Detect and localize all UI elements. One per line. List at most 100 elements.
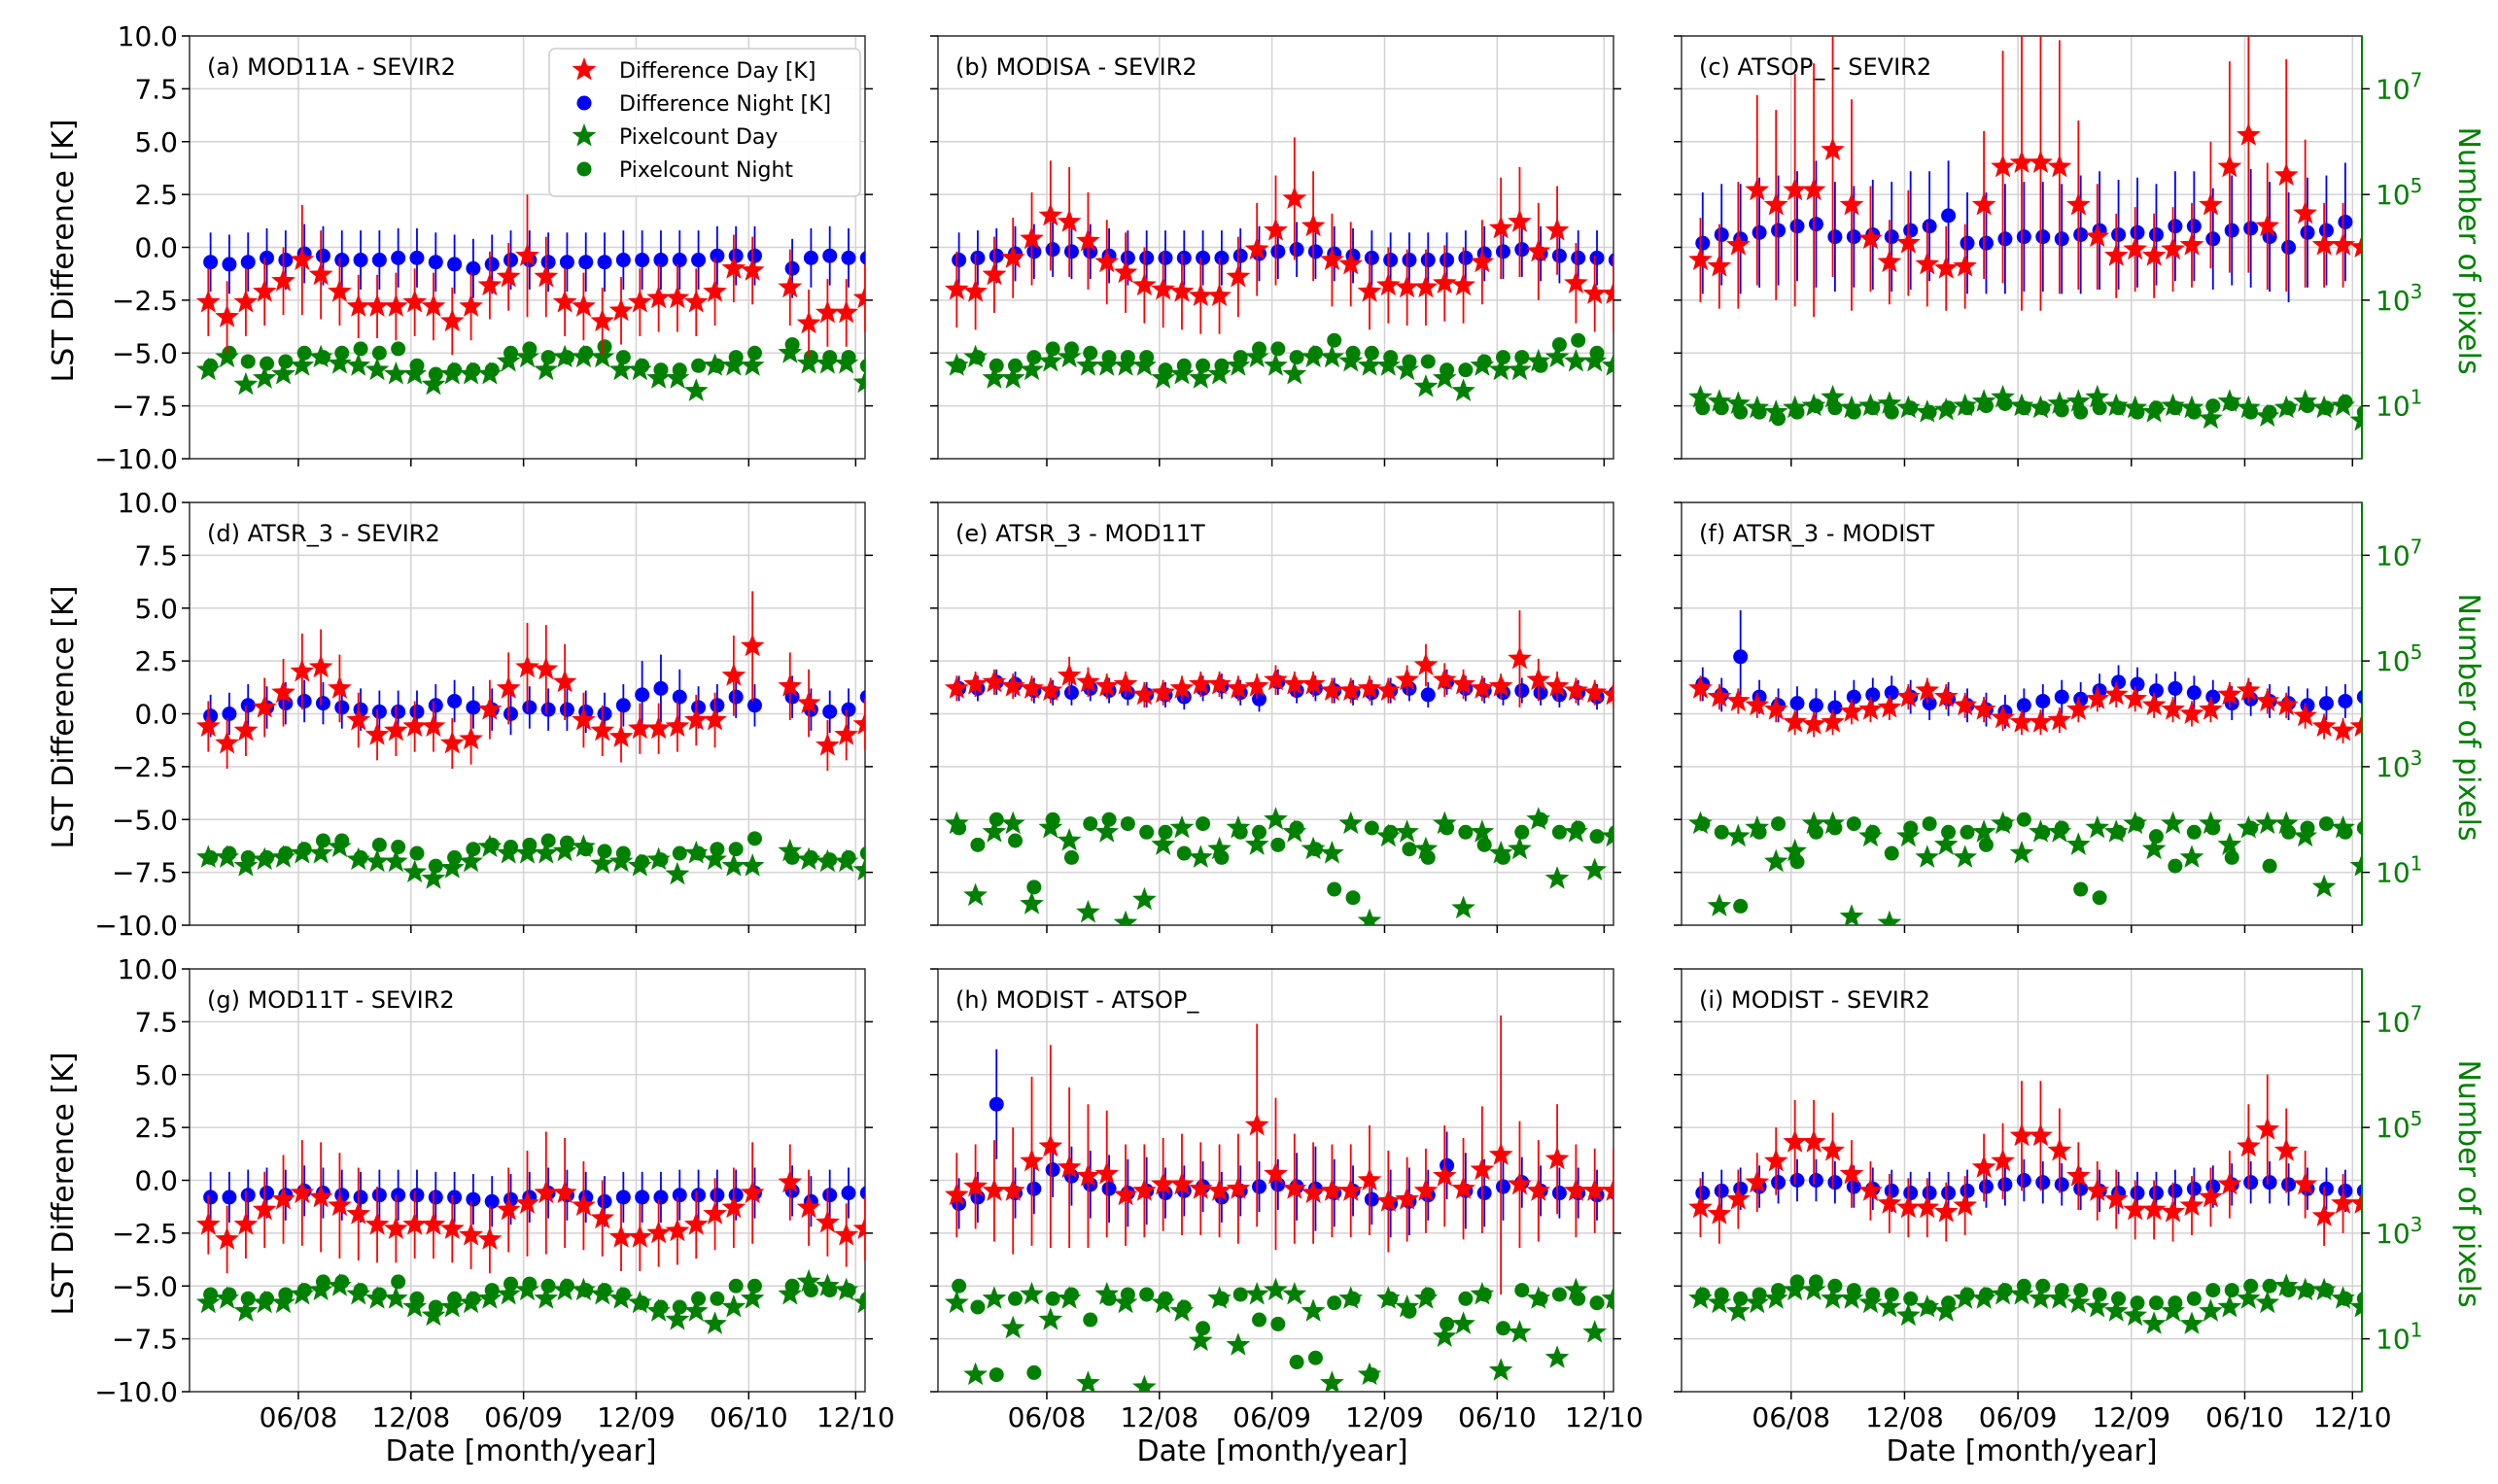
day-point — [1726, 232, 1751, 256]
panel-9: 107 105 103 101 06/08 12/08 06/09 12/09 06/10 12/… — [1674, 968, 2422, 1433]
day-point — [721, 256, 746, 279]
count-day-point — [2293, 1277, 2317, 1301]
right-tick-label: 105 — [2376, 174, 2422, 211]
day-point — [252, 1197, 277, 1221]
day-point — [740, 1180, 765, 1204]
day-point — [665, 713, 690, 738]
count-day-point — [2009, 393, 2034, 417]
night-point — [1771, 1175, 1787, 1191]
day-point — [1432, 270, 1457, 293]
count-night-point — [2262, 1278, 2277, 1294]
count-day-point — [1839, 1286, 1864, 1309]
right-tick-label: 103 — [2376, 1213, 2422, 1250]
night-point — [691, 253, 707, 268]
count-day-point — [2179, 845, 2204, 868]
count-day-point — [1244, 344, 1269, 368]
count-day-point — [608, 357, 634, 381]
day-point — [534, 656, 559, 680]
count-day-point — [1953, 1286, 1977, 1309]
panel-6: 107 105 103 101 (f) ATSR_3 - MODIST — [1674, 501, 2422, 933]
count-night-point — [1476, 837, 1492, 852]
night-point — [447, 1190, 463, 1205]
night-point — [2130, 224, 2145, 240]
day-point — [1094, 1161, 1120, 1185]
count-night-point — [746, 345, 762, 361]
night-point — [2054, 1177, 2069, 1192]
count-night-point — [1083, 816, 1098, 832]
day-point — [1933, 1199, 1959, 1223]
count-night-point — [1232, 1287, 1248, 1302]
night-point — [278, 253, 294, 268]
count-day-point — [1432, 365, 1457, 389]
y-tick-label: 10.0 — [118, 20, 178, 52]
night-point — [1941, 208, 1957, 224]
count-night-point — [2111, 1291, 2127, 1306]
night-point — [2073, 1181, 2089, 1196]
count-day-point — [1076, 1370, 1100, 1392]
day-point — [572, 1192, 596, 1217]
day-point — [665, 285, 690, 309]
count-day-point — [459, 848, 483, 873]
day-point — [1151, 1171, 1175, 1195]
night-point — [784, 260, 800, 276]
count-day-point — [1094, 819, 1120, 843]
day-point — [271, 679, 295, 704]
day-point — [1432, 1163, 1457, 1187]
panel-title: (g) MOD11T - SEVIR2 — [207, 986, 455, 1014]
day-point — [2066, 192, 2091, 216]
night-point — [315, 696, 330, 711]
count-night-point — [746, 831, 762, 846]
count-night-point — [1827, 1278, 1843, 1294]
day-point — [346, 707, 371, 731]
day-point — [1896, 684, 1921, 707]
count-day-point — [740, 353, 765, 376]
count-day-point — [963, 1362, 988, 1386]
count-day-point — [1432, 1324, 1457, 1347]
count-day-point — [1620, 815, 1645, 839]
day-point — [2369, 678, 2393, 702]
day-point — [1357, 279, 1382, 302]
day-point — [1057, 1155, 1082, 1178]
day-point — [1821, 1138, 1845, 1161]
day-point — [552, 1180, 577, 1204]
day-point — [1953, 1192, 1977, 1217]
count-day-point — [1821, 1286, 1845, 1309]
count-night-point — [1289, 350, 1304, 365]
count-night-point — [540, 1278, 556, 1294]
count-day-point — [2029, 819, 2053, 843]
count-night-point — [2356, 820, 2362, 836]
day-point — [1971, 1155, 1996, 1178]
count-day-point — [1801, 393, 1826, 417]
day-point — [963, 1174, 988, 1197]
night-point — [1922, 1186, 1937, 1201]
count-day-point — [1488, 357, 1513, 381]
count-day-point — [271, 845, 295, 868]
day-point — [2237, 122, 2261, 146]
count-day-point — [1801, 811, 1826, 835]
count-night-point — [1514, 350, 1530, 365]
left-ylabel-row-3: LST Difference [K] — [47, 1053, 81, 1316]
day-point — [1395, 274, 1419, 298]
day-point — [1858, 697, 1883, 720]
count-day-point — [1544, 866, 1570, 889]
day-point — [1745, 692, 1770, 716]
count-day-point — [608, 848, 634, 873]
count-day-point — [1038, 348, 1063, 372]
day-point — [2085, 686, 2110, 709]
count-day-point — [740, 853, 765, 877]
night-point — [240, 698, 256, 713]
day-point — [1376, 272, 1401, 296]
day-point — [552, 669, 577, 693]
count-day-point — [665, 365, 690, 389]
count-day-point — [1451, 378, 1475, 401]
day-point — [1188, 672, 1213, 695]
count-day-point — [1688, 384, 1713, 408]
count-day-point — [2293, 823, 2317, 847]
day-point — [1151, 679, 1175, 704]
day-point — [852, 1216, 865, 1239]
day-point — [1338, 677, 1364, 702]
day-point — [1320, 1178, 1344, 1201]
day-point — [2293, 200, 2317, 224]
count-day-point — [1357, 908, 1382, 925]
night-point — [1827, 700, 1843, 715]
